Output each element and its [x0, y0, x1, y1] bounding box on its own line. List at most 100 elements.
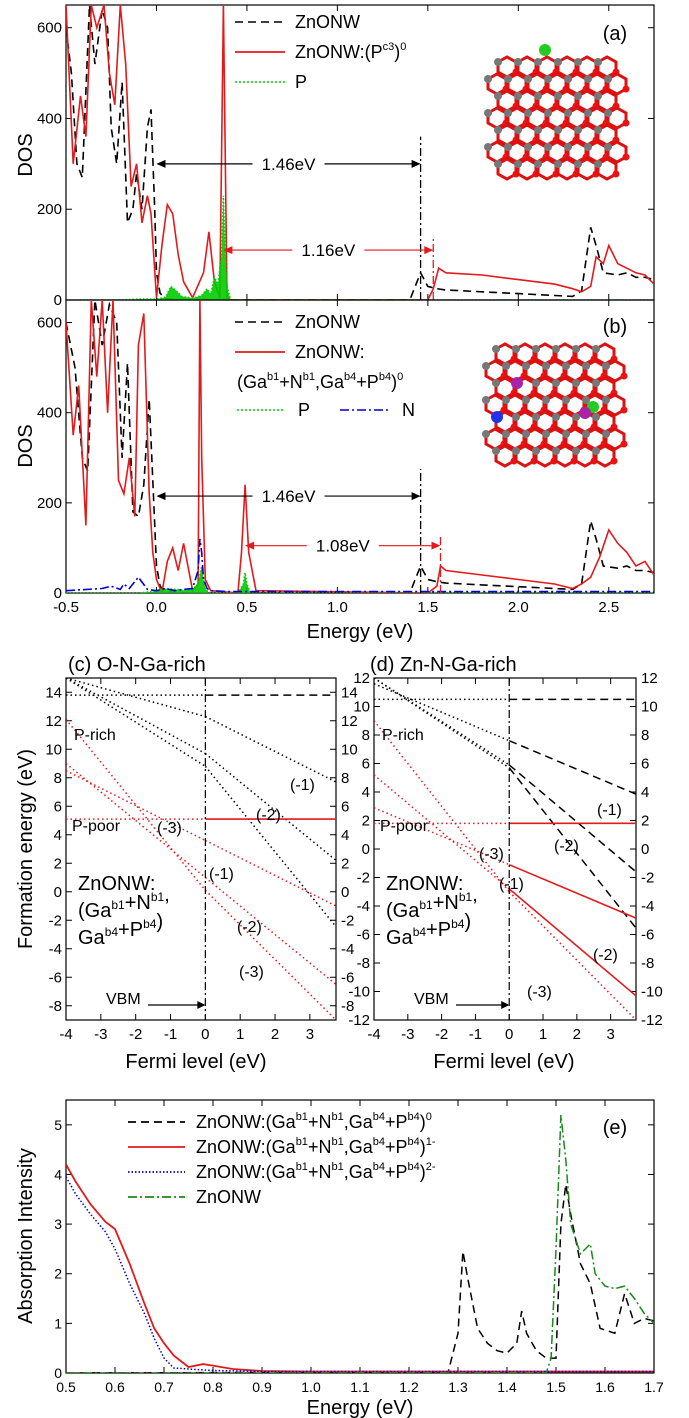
zn-atom [564, 109, 572, 117]
x-tick-label: -4 [59, 1026, 72, 1043]
annotation-label: (-2) [237, 919, 262, 936]
tspan: b4 [451, 917, 465, 931]
annotation-label: P-rich [382, 727, 424, 744]
system-label-1: ZnONW: [78, 873, 155, 895]
zn-atom [554, 92, 562, 100]
x-tick-label: 1.5 [546, 1379, 566, 1395]
tspan: +P [385, 1162, 408, 1182]
tspan: +N [308, 1112, 332, 1132]
level-line-above-vbm [508, 764, 636, 873]
zn-atom [562, 396, 570, 404]
annotation-label: (-2) [593, 947, 618, 964]
zn-atom [594, 58, 602, 66]
zn-atom [522, 362, 530, 370]
tspan: b1 [419, 898, 433, 912]
y-tick-label: 400 [37, 110, 62, 127]
legend-label-b-p: P [298, 400, 310, 420]
y-tick-label: 12 [45, 713, 62, 730]
zn-atom [534, 92, 542, 100]
zn-atom [584, 109, 592, 117]
tspan: +N [433, 892, 459, 914]
y-tick-label-right: 12 [641, 670, 658, 687]
tspan: ZnONW:(Ga [196, 1137, 297, 1157]
tspan: +P [426, 919, 451, 941]
arrow-head-right [431, 541, 441, 550]
x-tick-label: 3 [306, 1026, 314, 1043]
o-atom [622, 153, 630, 161]
y-tick-label-right: -10 [641, 984, 663, 1001]
zn-atom [552, 447, 560, 455]
level-line-above-vbm [508, 767, 636, 929]
y-tick-label: 0 [54, 884, 62, 901]
level-line-above-vbm [204, 765, 336, 928]
tspan: 1- [426, 1136, 436, 1148]
zn-atom [532, 413, 540, 421]
vbm-arrow-head [501, 1001, 510, 1009]
y-tick-label: -4 [357, 898, 370, 915]
annotation-label: VBM [106, 991, 141, 1008]
zn-atom [514, 58, 522, 66]
x-tick-label: -2 [435, 1026, 448, 1043]
tspan: b4 [373, 1111, 385, 1123]
absorption-series-2 [66, 1176, 654, 1373]
zn-atom [602, 396, 610, 404]
zn-atom [482, 362, 490, 370]
zn-atom [554, 58, 562, 66]
zn-atom [604, 75, 612, 83]
y-tick-label-right: 2 [341, 855, 349, 872]
legend-label-a-p: P [295, 72, 307, 92]
zn-atom [582, 430, 590, 438]
y-tick-label: 600 [37, 20, 62, 37]
zn-atom [504, 143, 512, 151]
tspan: ZnONW:(Ga [196, 1162, 297, 1182]
y-tick-label: -4 [49, 941, 62, 958]
axis-label-y-e: Absorption Intensity [15, 1148, 37, 1324]
o-atom [622, 85, 630, 93]
y-tick-label-right: 10 [341, 741, 358, 758]
zn-atom [574, 160, 582, 168]
x-tick-label: 1.4 [497, 1379, 517, 1395]
zn-atom [514, 126, 522, 134]
tspan: b4 [373, 1161, 385, 1173]
x-tick-label: -3 [401, 1026, 414, 1043]
y-tick-label: -6 [357, 927, 370, 944]
zn-atom [574, 126, 582, 134]
y-tick-label: 0 [54, 1365, 62, 1381]
tspan: b1 [331, 1111, 343, 1123]
o-atom [620, 406, 628, 414]
zn-atom [584, 143, 592, 151]
tspan: b1 [459, 890, 473, 904]
zn-atom [494, 160, 502, 168]
zn-atom [512, 413, 520, 421]
level-line-below-vbm [66, 769, 206, 842]
x-tick-label: -1 [164, 1026, 177, 1043]
x-tick-label: 1 [539, 1026, 547, 1043]
y-tick-label: 8 [54, 770, 62, 787]
zn-atom [574, 58, 582, 66]
zn-atom [522, 396, 530, 404]
legend-b: ZnONW ZnONW: (Gab1+Nb1,Gab4+Pb4)0 P N [235, 312, 415, 420]
zn-atom [522, 430, 530, 438]
axis-label-x-d: Fermi level (eV) [433, 1051, 574, 1073]
gap-label-bg [252, 152, 325, 175]
series-fill-p [66, 566, 654, 593]
zn-atom [592, 413, 600, 421]
x-tick-label: 1.0 [301, 1379, 321, 1395]
tspan: (Ga [78, 900, 112, 922]
annotation-label: (-3) [157, 820, 182, 837]
zn-atom [534, 58, 542, 66]
level-line-below-vbm [374, 720, 510, 893]
structure-inset-b [482, 342, 628, 468]
tspan: +P [385, 1137, 408, 1157]
x-tick-label: 1.2 [399, 1379, 419, 1395]
zn-atom [582, 396, 590, 404]
level-line-below-vbm [66, 678, 206, 718]
annotation-label: (-3) [239, 964, 264, 981]
y-tick-label: 2 [362, 813, 370, 830]
y-tick-label-right: 4 [341, 827, 349, 844]
zn-atom [502, 430, 510, 438]
y-tick-label: -8 [49, 998, 62, 1015]
x-tick-label: 2.5 [598, 599, 619, 616]
zn-atom [552, 345, 560, 353]
tspan: b4 [408, 1136, 420, 1148]
